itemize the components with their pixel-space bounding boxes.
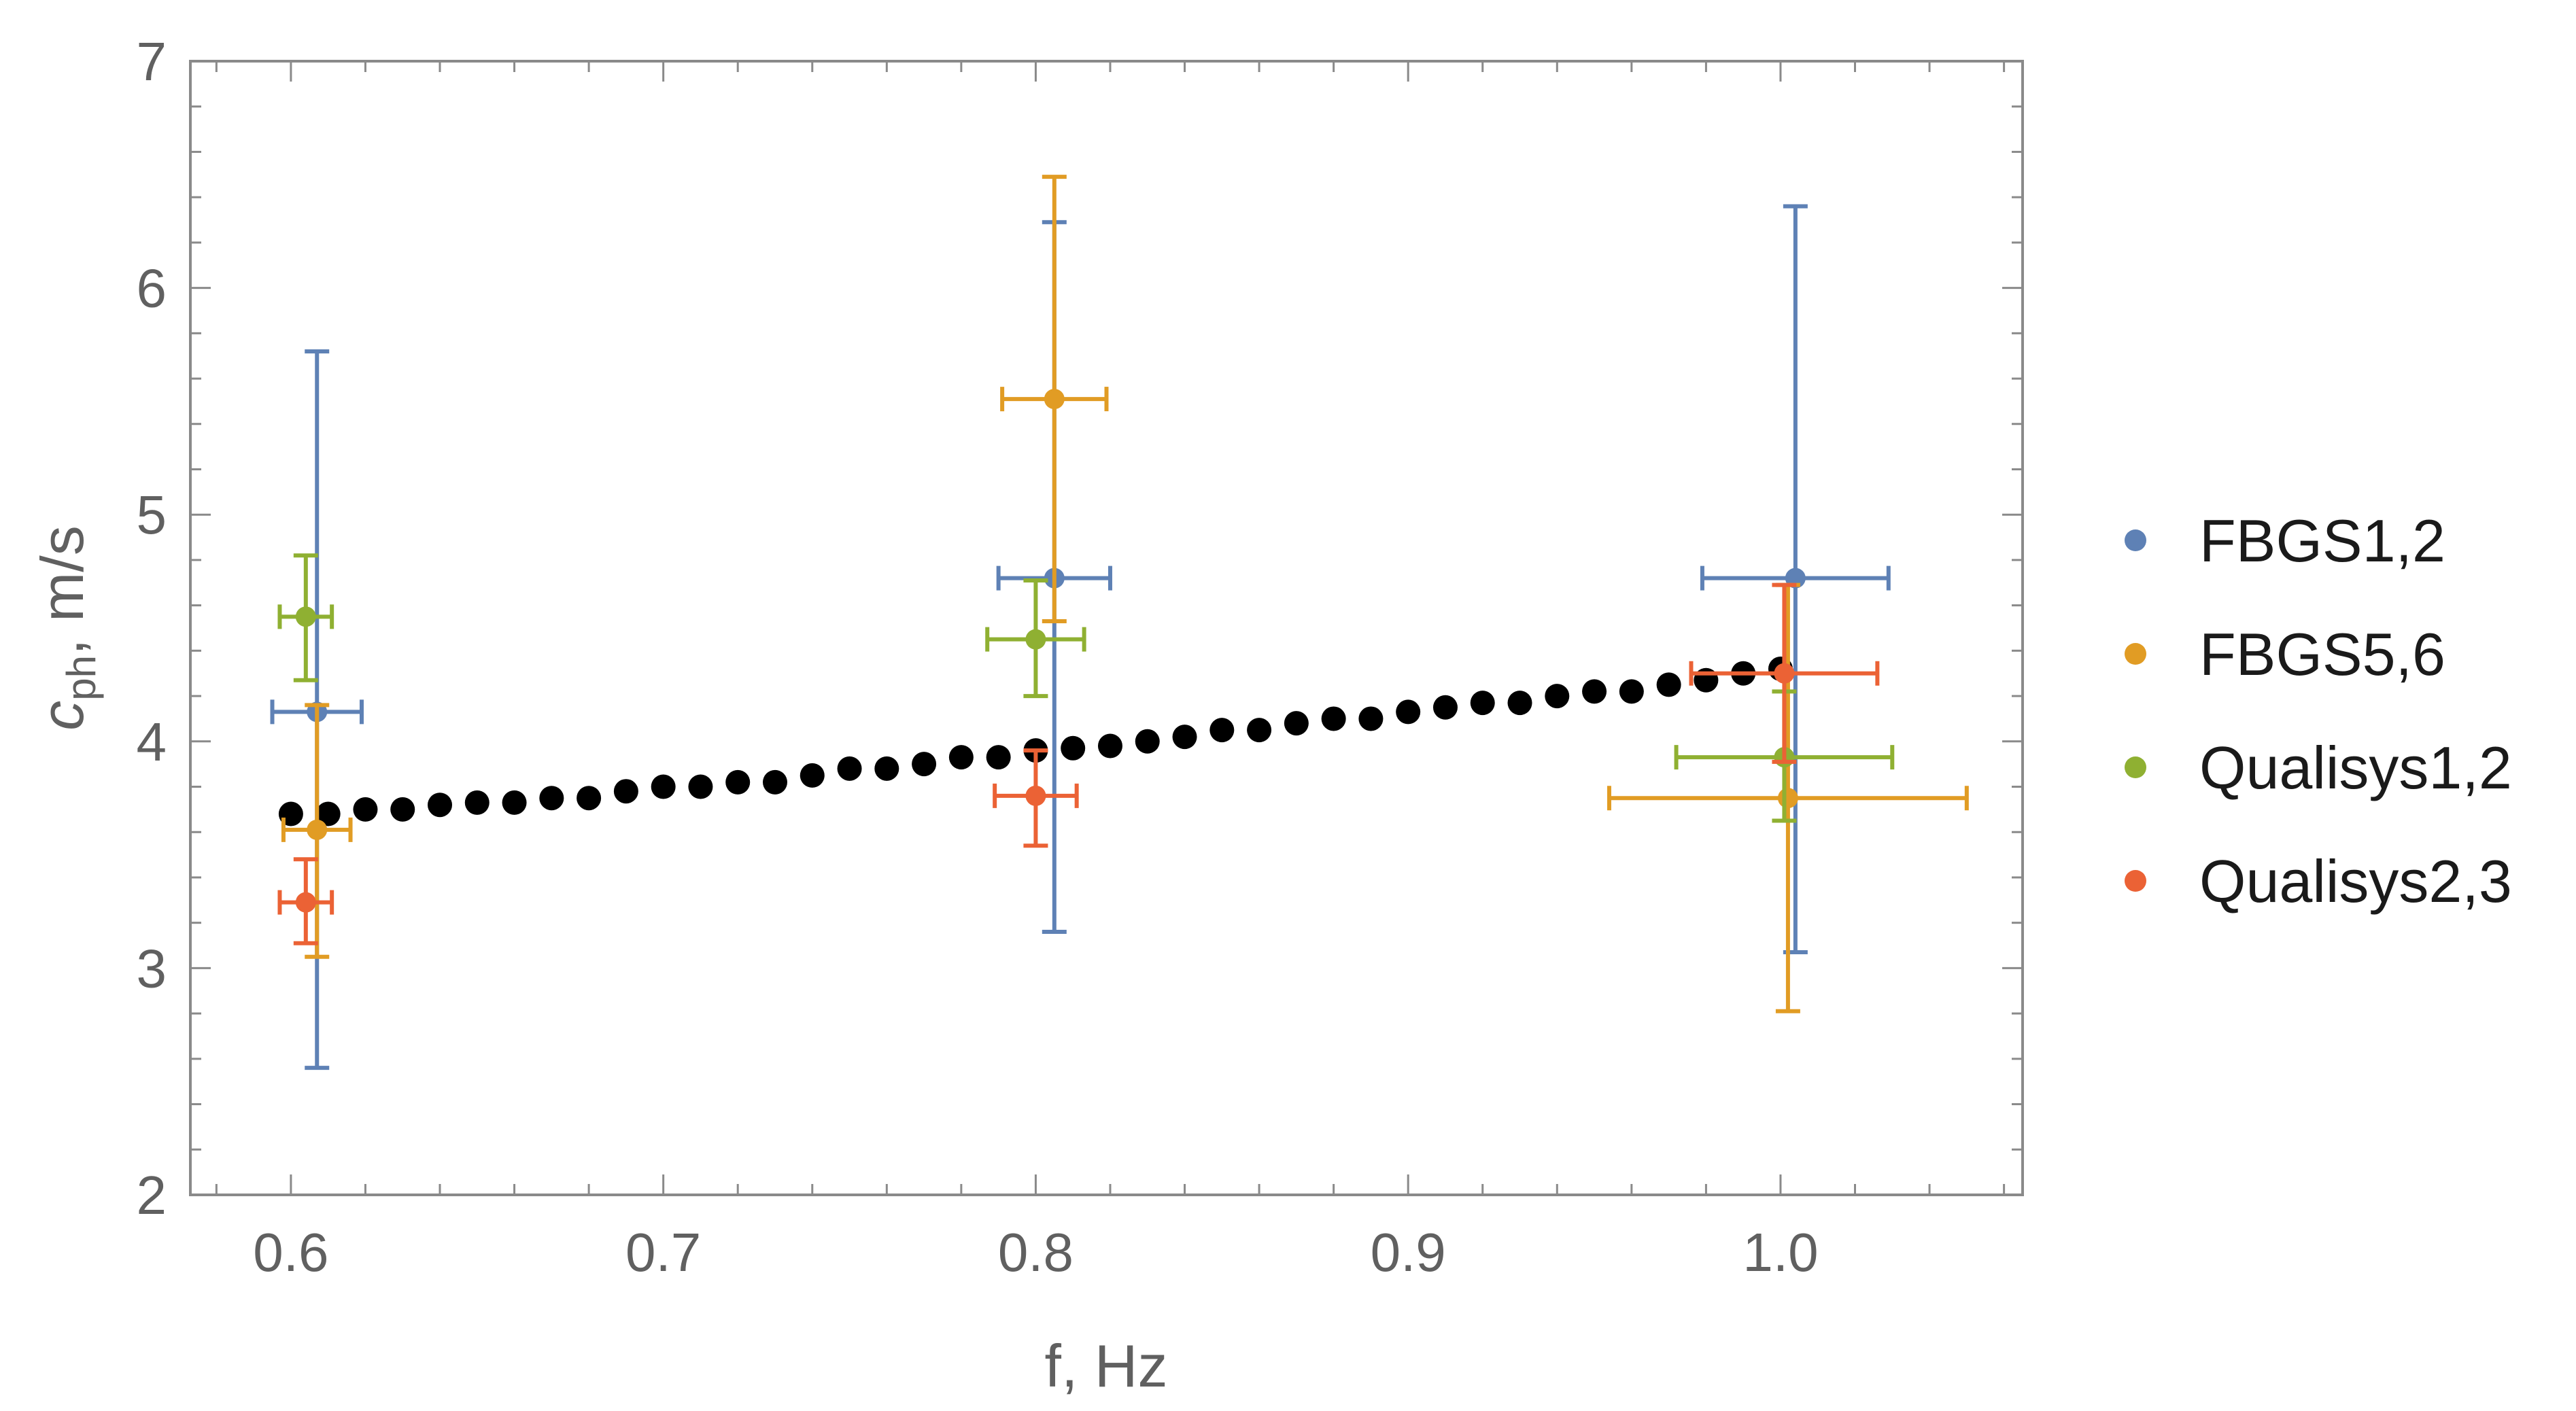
model-point: [948, 745, 974, 770]
model-point: [1656, 672, 1681, 697]
legend-label: Qualisys2,3: [2199, 848, 2512, 915]
model-point: [1545, 684, 1570, 709]
y-tick-label: 3: [137, 938, 167, 998]
series-qualisys2-3: [277, 582, 1880, 945]
model-point: [1061, 735, 1086, 761]
x-tick-label: 0.7: [625, 1222, 701, 1283]
model-point: [1284, 711, 1309, 736]
model-point: [1135, 729, 1160, 754]
legend-label: FBGS5,6: [2199, 621, 2445, 688]
model-point: [1432, 695, 1458, 720]
model-point: [800, 763, 825, 788]
model-point: [1619, 679, 1644, 704]
model-point: [986, 745, 1011, 770]
model-point: [502, 790, 527, 815]
model-point: [651, 774, 676, 799]
y-tick-labels: 2 3 4 5 6 7: [137, 31, 167, 1225]
model-point: [912, 752, 937, 777]
model-point: [577, 786, 602, 811]
model-point: [1172, 725, 1197, 750]
y-tick-label: 2: [137, 1165, 167, 1225]
model-point: [1209, 718, 1235, 743]
legend-label: Qualisys1,2: [2199, 734, 2512, 801]
model-point: [315, 801, 341, 826]
x-axis-label: f, Hz: [1045, 1332, 1168, 1399]
y-axis-label-rest: , m/s: [29, 525, 96, 655]
y-tick-label: 6: [137, 258, 167, 319]
model-point: [353, 797, 378, 822]
model-point: [1396, 699, 1421, 725]
data-point: [1777, 788, 1798, 809]
series-qualisys1-2: [277, 553, 1895, 823]
model-point: [837, 756, 862, 781]
model-point: [1321, 706, 1346, 731]
y-axis-label-sub: ph: [58, 655, 104, 701]
y-tick-label: 7: [137, 31, 167, 92]
model-point: [762, 769, 787, 795]
y-tick-label: 5: [137, 485, 167, 545]
y-axis-label: cph, m/s: [29, 525, 104, 730]
legend-marker: [2125, 870, 2146, 892]
model-point: [1358, 706, 1384, 731]
data-point: [1025, 785, 1046, 806]
series-fbgs1-2: [270, 204, 1891, 1070]
legend-marker: [2125, 529, 2146, 551]
legend-marker: [2125, 643, 2146, 665]
plot-frame: [189, 60, 2024, 1196]
model-point: [613, 779, 638, 804]
data-point: [295, 892, 316, 913]
legend-label: FBGS1,2: [2199, 507, 2445, 574]
model-point: [390, 797, 415, 822]
model-point: [725, 769, 751, 795]
data-point: [1774, 663, 1795, 684]
model-point: [1097, 733, 1122, 759]
data-point: [295, 606, 316, 627]
model-point: [428, 792, 453, 818]
x-tick-label: 0.9: [1371, 1222, 1446, 1283]
x-tick-labels: 0.6 0.7 0.8 0.9 1.0: [253, 1222, 1818, 1283]
x-tick-label: 1.0: [1742, 1222, 1818, 1283]
model-point: [1247, 718, 1272, 743]
axis-ticks: [190, 60, 2023, 1196]
model-point: [464, 790, 490, 815]
model-point: [1470, 691, 1495, 716]
legend-marker: [2125, 756, 2146, 778]
model-point: [1507, 691, 1532, 716]
series-fbgs5-6: [281, 175, 1969, 1013]
x-tick-label: 0.8: [998, 1222, 1074, 1283]
data-point: [1025, 629, 1046, 650]
model-point: [539, 786, 564, 811]
data-point: [1044, 389, 1065, 410]
series-layer: [270, 175, 1969, 1070]
y-tick-label: 4: [137, 712, 167, 772]
model-point: [688, 774, 713, 799]
y-axis-label-main: c: [29, 701, 96, 731]
legend: FBGS1,2 FBGS5,6 Qualisys1,2 Qualisys2,3: [2125, 507, 2512, 915]
x-tick-label: 0.6: [253, 1222, 328, 1283]
model-point: [874, 756, 899, 781]
data-point: [307, 819, 328, 840]
model-point: [1582, 679, 1607, 704]
